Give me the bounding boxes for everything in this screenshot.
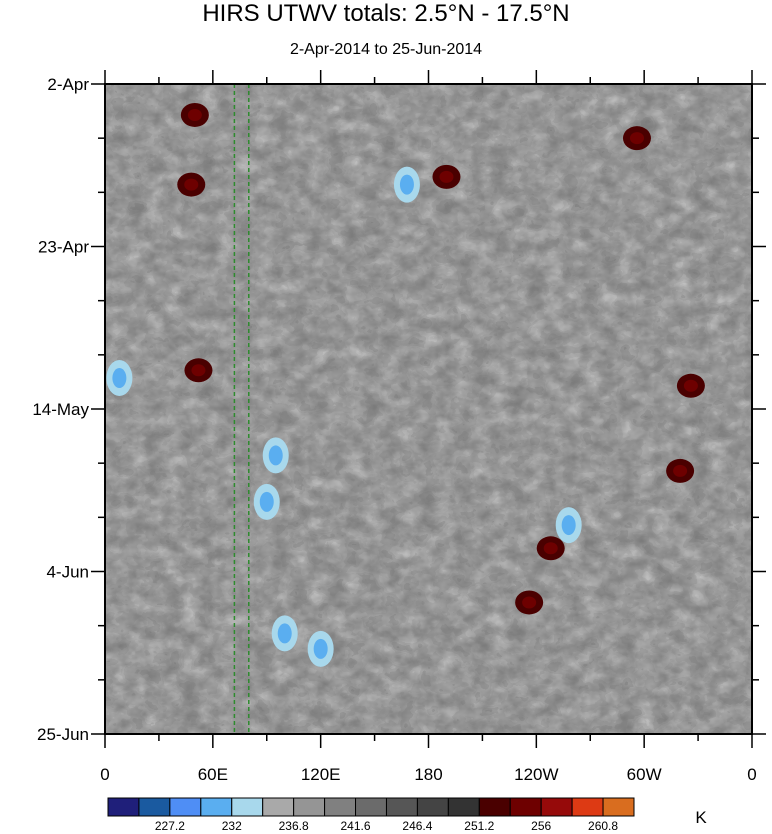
colorbar-box (107, 797, 140, 817)
dry-region-core (683, 379, 698, 392)
colorbar-box (138, 797, 171, 817)
colorbar-box (385, 797, 418, 817)
colorbar-box (231, 797, 264, 817)
colorbar-box (355, 797, 387, 817)
colorbar-box (571, 797, 604, 817)
y-tick-label: 4-Jun (46, 563, 89, 582)
moist-region-core (259, 491, 274, 512)
colorbar-box (324, 797, 357, 817)
dry-region-core (187, 108, 202, 121)
colorbar-box (478, 797, 511, 817)
colorbar-label: 227.2 (155, 819, 185, 833)
dry-region-core (522, 596, 537, 609)
dry-region-core (184, 178, 199, 191)
x-tick-label: 120E (301, 765, 341, 784)
colorbar-box (293, 797, 326, 817)
colorbar-box (169, 797, 202, 817)
chart-subtitle: 2-Apr-2014 to 25-Jun-2014 (289, 41, 483, 58)
moist-region-core (268, 445, 283, 466)
x-tick-label: 60W (627, 765, 662, 784)
dry-region-core (439, 170, 454, 183)
y-tick-label: 25-Jun (37, 725, 89, 744)
x-tick-label: 60E (198, 765, 228, 784)
colorbar-label: 256 (531, 819, 551, 833)
plot-area (105, 84, 752, 734)
moist-region-core (313, 638, 328, 659)
x-tick-label: 120W (514, 765, 558, 784)
dry-region-core (629, 132, 644, 145)
colorbar-label: 236.8 (279, 819, 309, 833)
colorbar-label: 251.2 (464, 819, 494, 833)
colorbar-label: 241.6 (341, 819, 371, 833)
x-tick-label: 0 (100, 765, 109, 784)
colorbar-box (509, 797, 542, 817)
colorbar-box (200, 797, 233, 817)
x-tick-label: 0 (747, 765, 756, 784)
dry-region-core (673, 464, 688, 477)
colorbar-box (602, 797, 635, 817)
colorbar-unit: K (695, 808, 707, 827)
dry-region-core (191, 364, 206, 377)
moist-region-core (561, 515, 576, 536)
y-tick-label: 23-Apr (38, 238, 89, 257)
colorbar-box (447, 797, 480, 817)
colorbar-box (540, 797, 573, 817)
y-tick-label: 14-May (32, 400, 89, 419)
colorbar-label: 246.4 (402, 819, 432, 833)
moist-region-core (277, 623, 292, 644)
colorbar-box (262, 797, 295, 817)
moist-region-core (112, 368, 127, 389)
contour-field (105, 84, 752, 734)
colorbar-label: 232 (222, 819, 242, 833)
colorbar-label: 260.8 (588, 819, 618, 833)
colorbar-box (416, 797, 449, 817)
chart-title: HIRS UTWV totals: 2.5°N - 17.5°N (202, 0, 570, 27)
x-tick-label: 180 (414, 765, 442, 784)
moist-region-core (399, 174, 414, 195)
dry-region-core (543, 542, 558, 555)
y-tick-label: 2-Apr (47, 75, 89, 94)
